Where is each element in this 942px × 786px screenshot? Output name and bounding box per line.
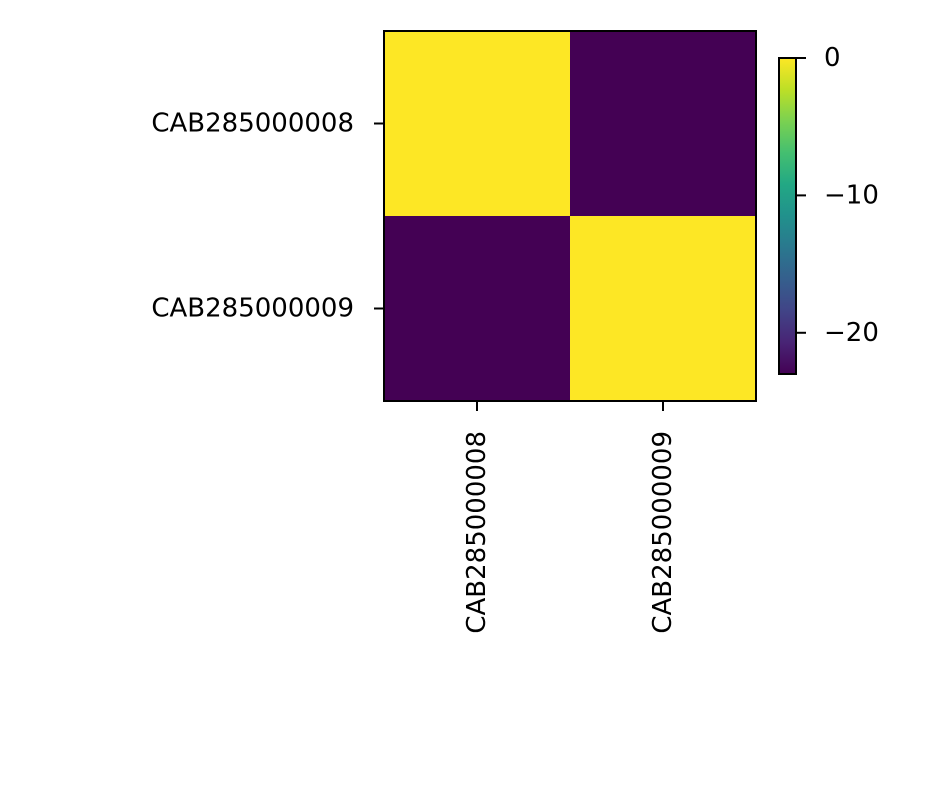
heatmap-cell-r0-c0 [384, 31, 571, 217]
colorbar-tick-label: −10 [824, 180, 879, 210]
y-axis: CAB285000008 CAB285000009 [151, 109, 384, 324]
colorbar: 0 −10 −20 [778, 43, 879, 375]
heatmap-cell-r1-c1 [570, 216, 757, 402]
colorbar-tick-label: 0 [824, 43, 841, 73]
colorbar-frame [778, 57, 797, 375]
heatmap-cells [384, 31, 757, 402]
y-tick-label: CAB285000009 [151, 294, 354, 324]
y-tick-label: CAB285000008 [151, 109, 354, 139]
heatmap-cell-r1-c0 [384, 216, 571, 402]
heatmap-cell-r0-c1 [570, 31, 757, 217]
colorbar-tick-label: −20 [824, 318, 879, 348]
x-tick-label: CAB285000009 [648, 431, 678, 634]
plot-frame [383, 30, 757, 402]
x-tick-label: CAB285000008 [462, 431, 492, 634]
x-axis: CAB285000008 CAB285000009 [462, 401, 678, 634]
colorbar-ticks: 0 −10 −20 [796, 43, 879, 348]
colorbar-gradient [779, 58, 796, 374]
